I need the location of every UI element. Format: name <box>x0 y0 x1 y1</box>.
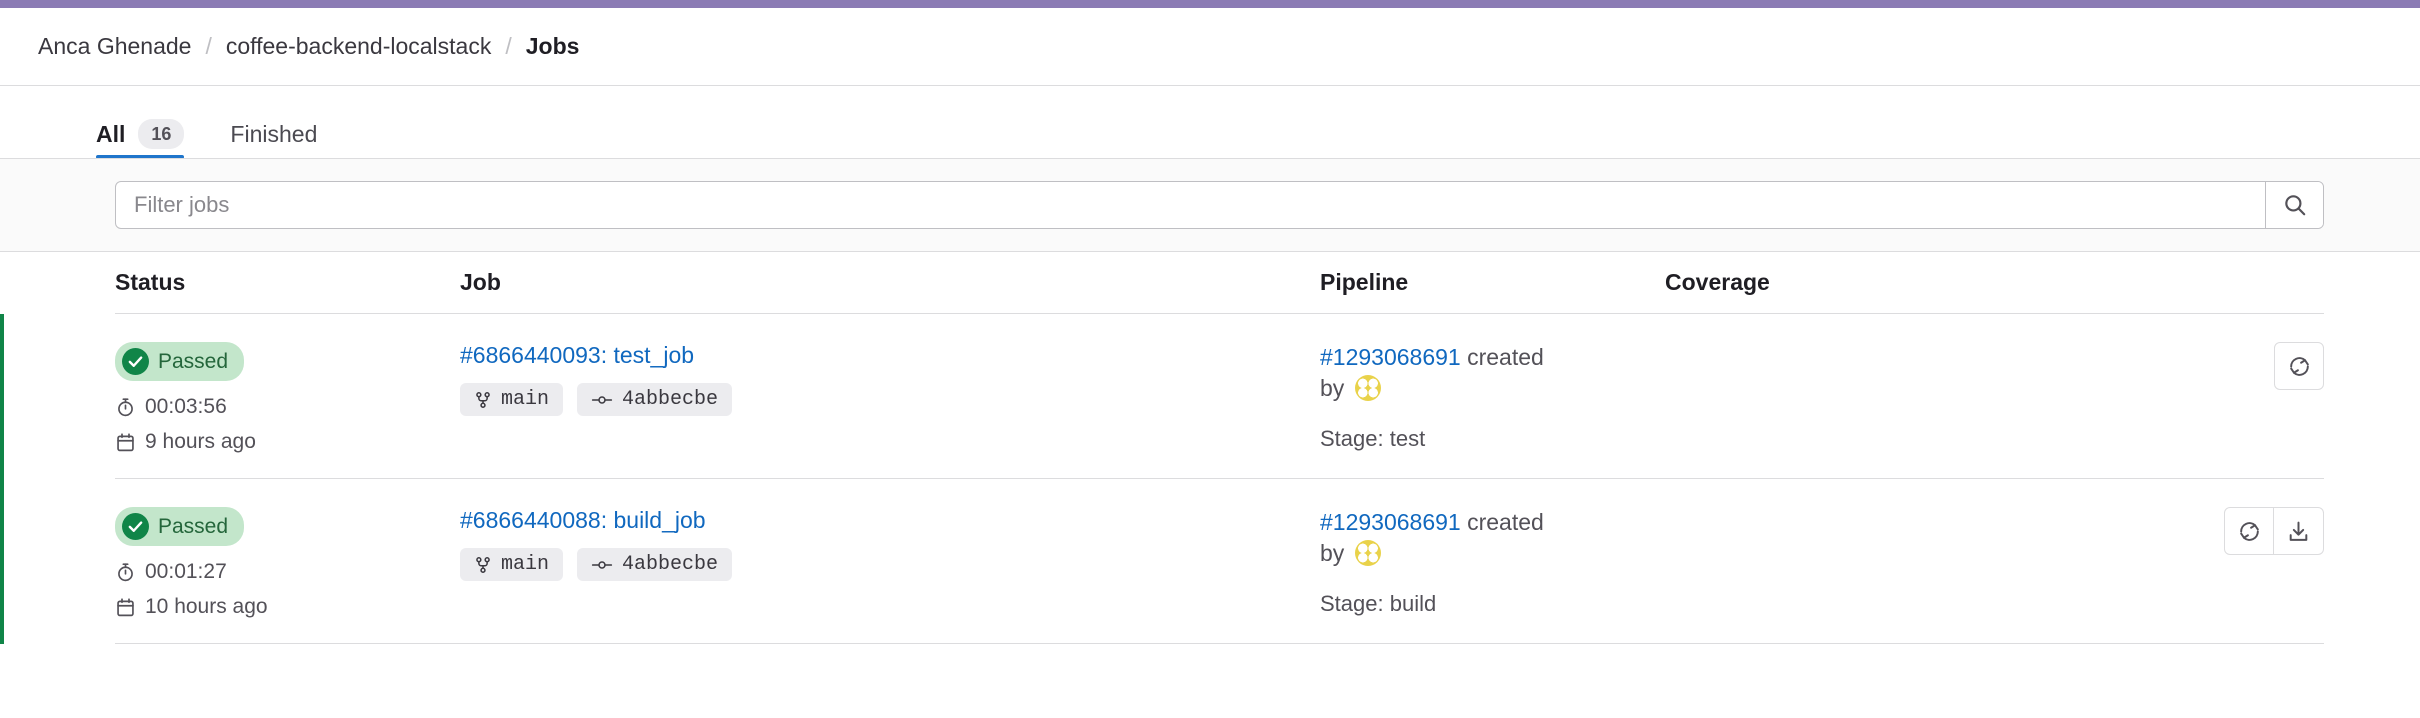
commit-icon <box>591 391 613 409</box>
check-circle-icon <box>122 348 149 375</box>
breadcrumb-current: Jobs <box>525 33 580 59</box>
commit-tag[interactable]: 4abbecbe <box>577 383 733 416</box>
status-label: Passed <box>158 514 229 538</box>
row-action-group <box>2274 342 2324 390</box>
column-header-coverage: Coverage <box>1665 269 1770 295</box>
download-icon <box>2286 519 2311 544</box>
cell-status: Passed 00:03:56 9 hours ago <box>115 342 460 454</box>
table-row: Passed 00:03:56 9 hours ago #6866440093:… <box>0 314 2324 479</box>
branch-tag[interactable]: main <box>460 383 564 416</box>
job-tags: main 4abbecbe <box>460 383 1320 416</box>
pipeline-stage: Stage: test <box>1320 426 1426 452</box>
branch-tag[interactable]: main <box>460 548 564 581</box>
cell-pipeline: #1293068691 created by Stage: build <box>1320 507 1665 617</box>
job-tags: main 4abbecbe <box>460 548 1320 581</box>
row-status-accent <box>0 479 4 644</box>
tab-all-count: 16 <box>138 118 185 150</box>
duration-text: 00:01:27 <box>145 560 227 583</box>
status-badge[interactable]: Passed <box>115 342 245 381</box>
branch-name: main <box>501 553 550 576</box>
filter-panel <box>0 159 2420 252</box>
table-row: Passed 00:01:27 10 hours ago #6866440088… <box>0 479 2324 644</box>
commit-tag[interactable]: 4abbecbe <box>577 548 733 581</box>
tab-finished[interactable]: Finished <box>202 86 335 159</box>
column-header-pipeline: Pipeline <box>1320 269 1409 295</box>
pipeline-created-by-text: created by <box>1320 344 1544 402</box>
retry-icon <box>2287 354 2312 379</box>
tab-finished-label: Finished <box>230 120 318 147</box>
tabs-container: All 16 Finished <box>0 86 2420 159</box>
status-label: Passed <box>158 349 229 373</box>
timestamp-text: 10 hours ago <box>145 595 268 618</box>
pipeline-info: #1293068691 created by <box>1320 342 1570 404</box>
retry-icon <box>2237 519 2262 544</box>
breadcrumb: Anca Ghenade / coffee-backend-localstack… <box>0 8 2420 86</box>
search-group <box>115 181 2324 229</box>
search-icon <box>2282 192 2308 218</box>
pipeline-info: #1293068691 created by <box>1320 507 1570 569</box>
row-action-group <box>2224 507 2324 555</box>
tab-all[interactable]: All 16 <box>96 86 202 159</box>
retry-button[interactable] <box>2224 507 2274 555</box>
cell-pipeline: #1293068691 created by Stage: test <box>1320 342 1665 452</box>
branch-icon <box>474 391 492 409</box>
commit-sha: 4abbecbe <box>622 553 719 576</box>
table-header-row: Status Job Pipeline Coverage <box>115 252 2324 314</box>
pipeline-link[interactable]: #1293068691 <box>1320 344 1461 370</box>
pipeline-stage: Stage: build <box>1320 591 1437 617</box>
duration-text: 00:03:56 <box>145 395 227 418</box>
avatar[interactable] <box>1354 540 1381 567</box>
cell-job: #6866440088: build_job main 4abbecbe <box>460 507 1320 581</box>
calendar-icon <box>115 432 136 453</box>
cell-status: Passed 00:01:27 10 hours ago <box>115 507 460 619</box>
timestamp-text: 9 hours ago <box>145 430 256 453</box>
tab-active-underline <box>96 155 185 159</box>
pipeline-link[interactable]: #1293068691 <box>1320 509 1461 535</box>
stopwatch-icon <box>115 562 136 583</box>
row-status-accent <box>0 314 4 479</box>
tabs-divider <box>0 158 2420 159</box>
job-timestamp: 9 hours ago <box>115 430 460 454</box>
pipeline-created-by-text: created by <box>1320 509 1544 567</box>
search-input[interactable] <box>116 182 2265 228</box>
cell-actions <box>2124 342 2324 390</box>
cell-actions <box>2124 507 2324 555</box>
breadcrumb-separator: / <box>505 33 512 59</box>
column-header-status: Status <box>115 269 186 295</box>
retry-button[interactable] <box>2274 342 2324 390</box>
top-accent-bar <box>0 0 2420 8</box>
job-link[interactable]: #6866440093: test_job <box>460 342 695 368</box>
column-header-job: Job <box>460 269 501 295</box>
calendar-icon <box>115 597 136 618</box>
stopwatch-icon <box>115 397 136 418</box>
job-timestamp: 10 hours ago <box>115 595 460 619</box>
status-badge[interactable]: Passed <box>115 507 245 546</box>
breadcrumb-owner[interactable]: Anca Ghenade <box>38 33 192 59</box>
job-duration: 00:01:27 <box>115 560 460 584</box>
download-artifacts-button[interactable] <box>2274 507 2324 555</box>
jobs-table: Status Job Pipeline Coverage Passed <box>0 252 2420 644</box>
job-duration: 00:03:56 <box>115 395 460 419</box>
check-circle-icon <box>122 513 149 540</box>
tab-all-label: All <box>96 120 126 147</box>
breadcrumb-project[interactable]: coffee-backend-localstack <box>225 33 492 59</box>
branch-name: main <box>501 388 550 411</box>
job-link[interactable]: #6866440088: build_job <box>460 507 706 533</box>
commit-icon <box>591 556 613 574</box>
commit-sha: 4abbecbe <box>622 388 719 411</box>
cell-job: #6866440093: test_job main 4abbecbe <box>460 342 1320 416</box>
breadcrumb-separator: / <box>205 33 212 59</box>
avatar[interactable] <box>1354 375 1381 402</box>
branch-icon <box>474 556 492 574</box>
search-button[interactable] <box>2265 182 2323 228</box>
